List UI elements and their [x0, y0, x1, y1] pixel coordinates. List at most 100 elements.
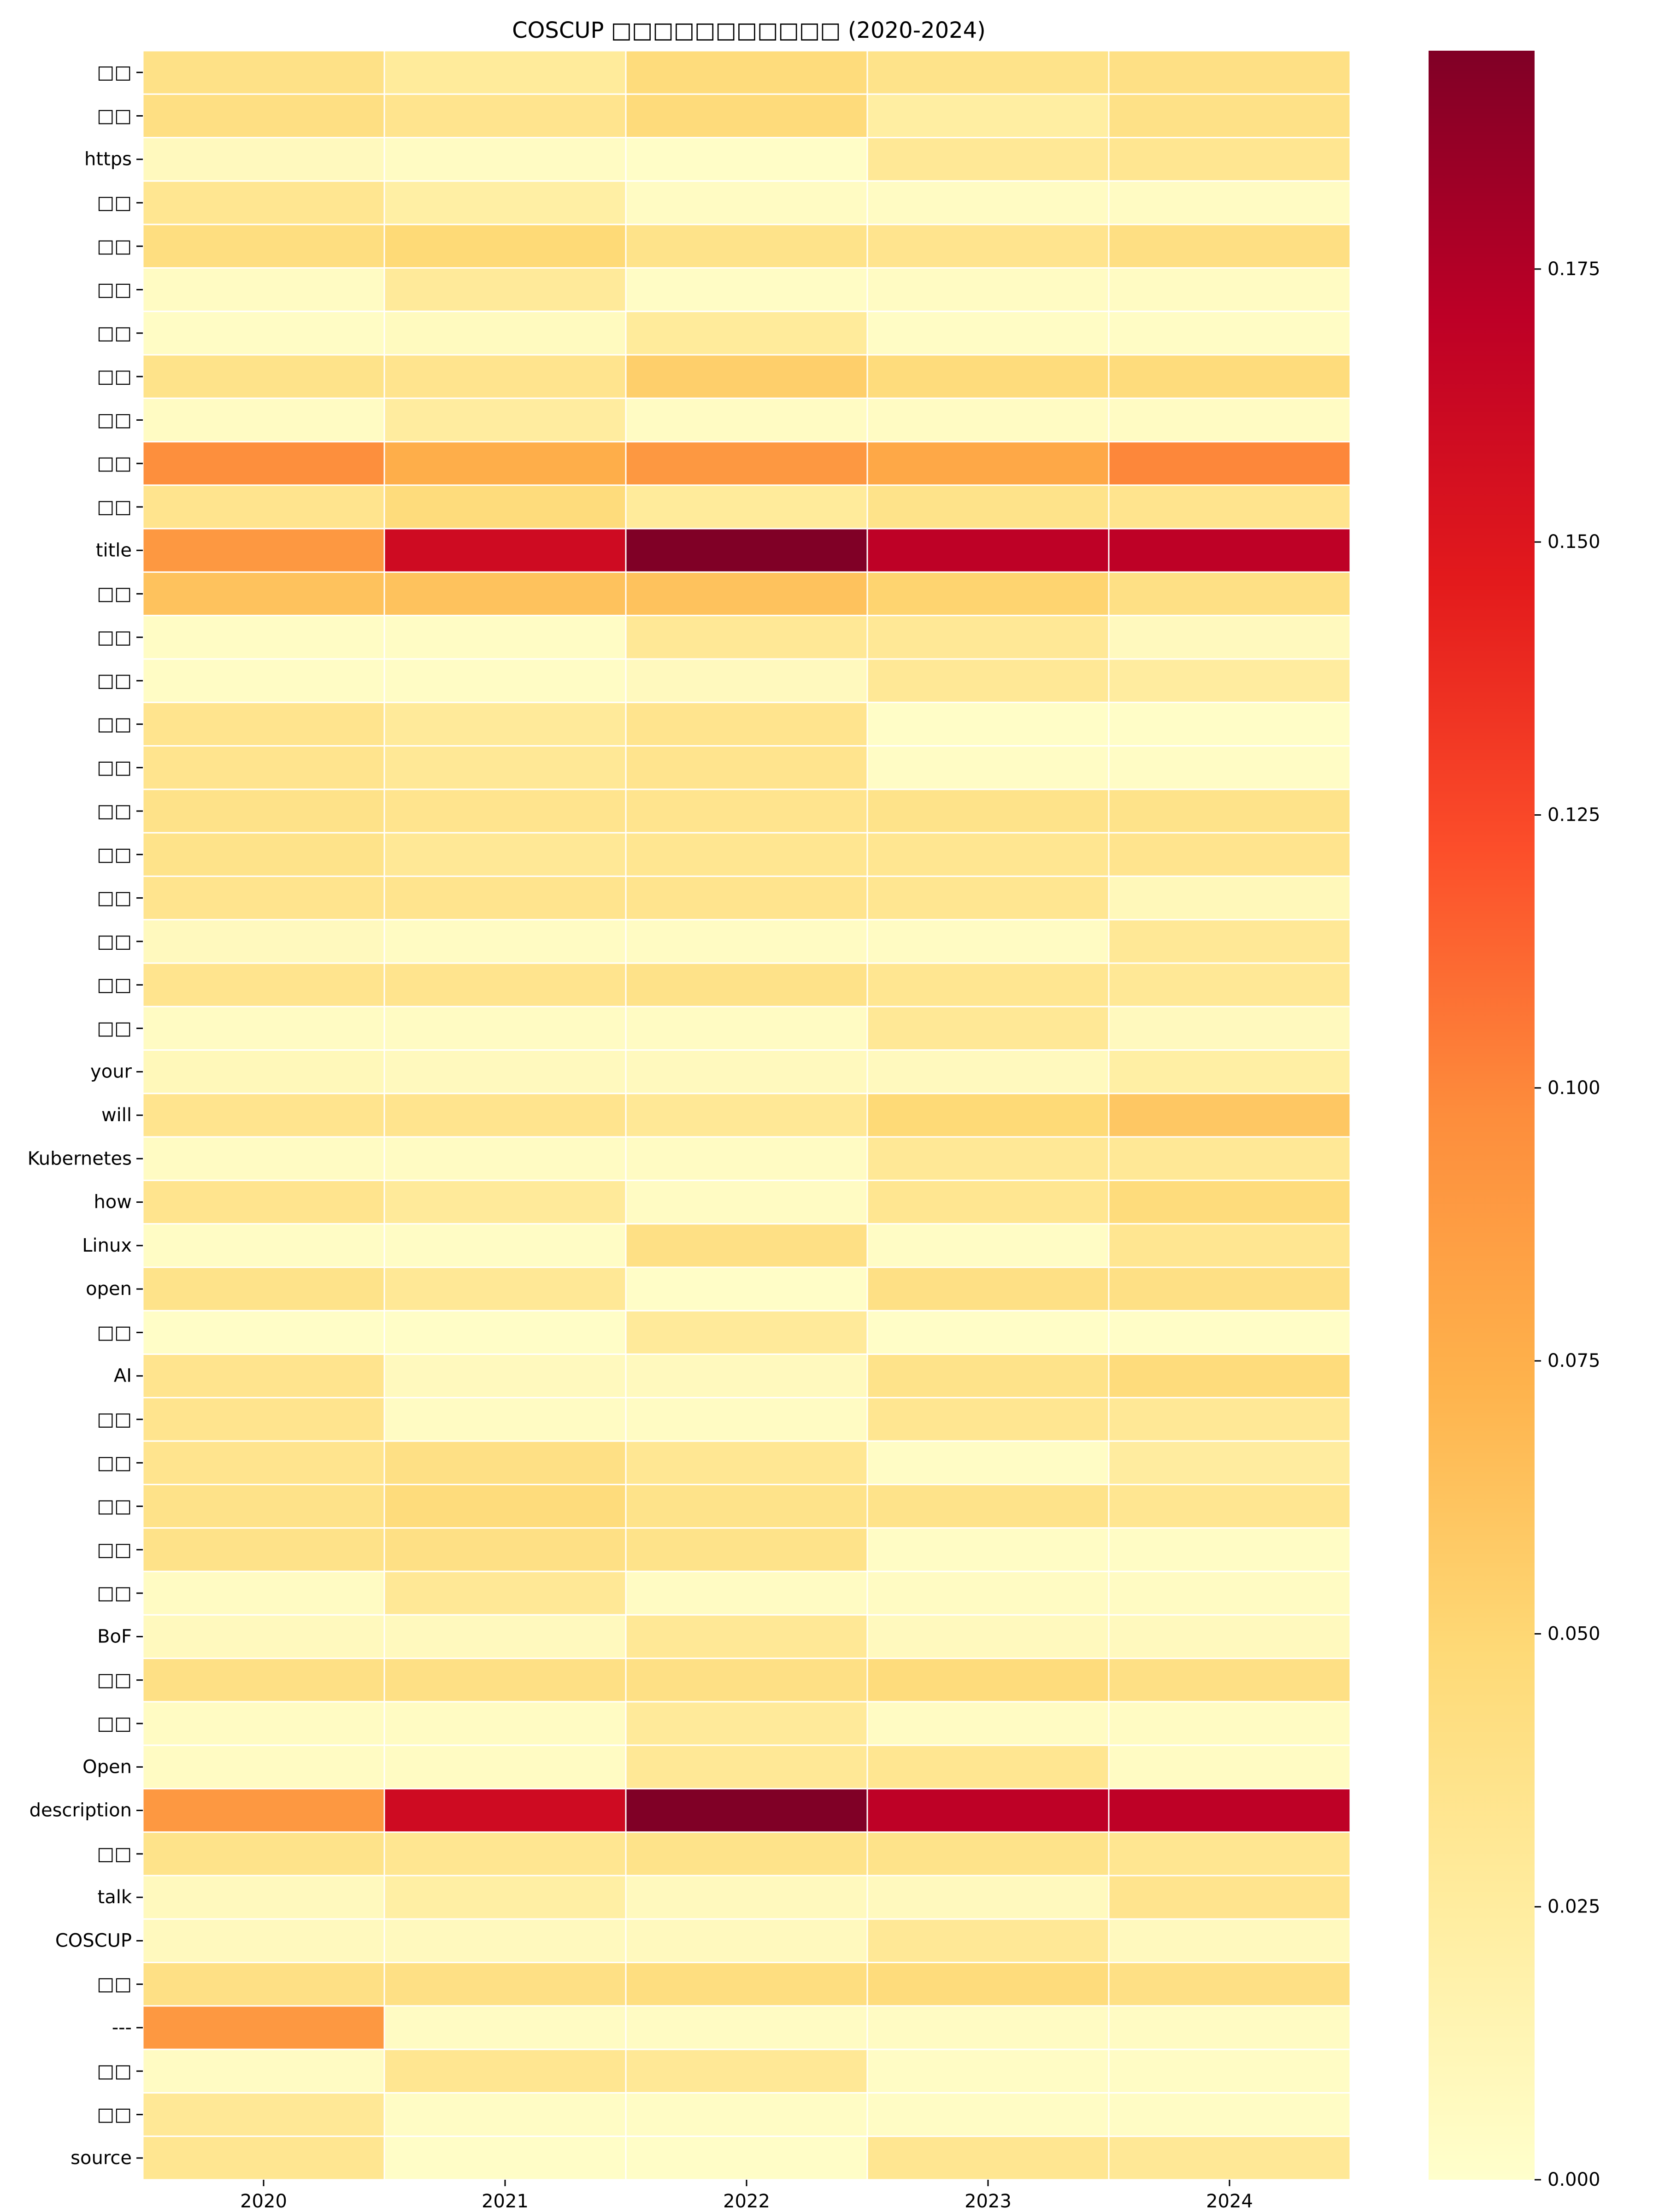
heatmap-cell: [1108, 1614, 1351, 1659]
heatmap-cell: [1108, 1831, 1351, 1877]
heatmap-cell: [866, 1483, 1110, 1529]
row-label: □□: [97, 757, 132, 778]
heatmap-cell: [383, 1614, 627, 1659]
heatmap-cell: [142, 1962, 385, 2007]
heatmap-cell: [1108, 1744, 1351, 1789]
heatmap-cell: [142, 1223, 385, 1268]
heatmap-cell: [142, 962, 385, 1007]
heatmap-cell: [625, 1614, 868, 1659]
heatmap-cell: [383, 571, 627, 617]
heatmap-cell: [383, 962, 627, 1007]
row-label: □□: [97, 888, 132, 909]
row-label: Kubernetes: [28, 1148, 132, 1169]
heatmap-cell: [625, 1353, 868, 1399]
heatmap-cell: [866, 528, 1110, 573]
heatmap-cell: [383, 1397, 627, 1442]
heatmap-cell: [1108, 354, 1351, 399]
heatmap-cell: [383, 137, 627, 182]
heatmap-cell: [1108, 2005, 1351, 2050]
heatmap-cell: [383, 1266, 627, 1312]
heatmap-cell: [625, 484, 868, 529]
heatmap-cell: [866, 1527, 1110, 1572]
heatmap-cell: [142, 180, 385, 225]
heatmap-cell: [625, 962, 868, 1007]
heatmap-cell: [625, 1658, 868, 1703]
heatmap-cell: [866, 2048, 1110, 2094]
heatmap-cell: [866, 1093, 1110, 1138]
heatmap-cell: [383, 2092, 627, 2137]
heatmap-cell: [625, 1049, 868, 1094]
heatmap-cell: [866, 1614, 1110, 1659]
heatmap-cell: [142, 1397, 385, 1442]
heatmap-cell: [1108, 180, 1351, 225]
heatmap-cell: [1108, 1223, 1351, 1268]
heatmap-cell: [383, 701, 627, 747]
heatmap-cell: [142, 484, 385, 529]
heatmap-cell: [625, 788, 868, 834]
heatmap-cell: [866, 1223, 1110, 1268]
heatmap-cell: [866, 1049, 1110, 1094]
heatmap-cell: [383, 93, 627, 139]
heatmap-cell: [1108, 1483, 1351, 1529]
heatmap-cell: [1108, 1527, 1351, 1572]
heatmap-cell: [866, 180, 1110, 225]
heatmap-cell: [866, 441, 1110, 486]
heatmap-cell: [383, 875, 627, 921]
heatmap-cell: [383, 745, 627, 790]
heatmap-cell: [142, 1788, 385, 1833]
heatmap-cell: [625, 180, 868, 225]
row-label: □□: [97, 323, 132, 344]
colorbar-tick-label: 0.000: [1547, 2169, 1600, 2190]
heatmap-cell: [625, 311, 868, 356]
heatmap-cell: [625, 1397, 868, 1442]
heatmap-cell: [866, 50, 1110, 95]
row-label: will: [101, 1105, 132, 1126]
heatmap-cell: [625, 1223, 868, 1268]
heatmap-cell: [625, 1831, 868, 1877]
row-label: □□: [97, 1974, 132, 1995]
heatmap-cell: [625, 701, 868, 747]
heatmap-cell: [142, 397, 385, 443]
heatmap-cell: [866, 1658, 1110, 1703]
row-label: Linux: [82, 1235, 132, 1256]
row-label: description: [29, 1800, 132, 1821]
heatmap-cell: [1108, 267, 1351, 312]
heatmap-cell: [383, 788, 627, 834]
heatmap-cell: [1108, 2092, 1351, 2137]
colorbar: [1429, 51, 1535, 2180]
heatmap-cell: [625, 1701, 868, 1746]
row-label: □□: [97, 192, 132, 213]
heatmap-cell: [625, 267, 868, 312]
heatmap-cell: [866, 1571, 1110, 1616]
row-label: □□: [97, 366, 132, 387]
colorbar-tick-label: 0.125: [1547, 804, 1600, 825]
heatmap-cell: [625, 1875, 868, 1920]
heatmap-cell: [866, 1831, 1110, 1877]
heatmap-cell: [625, 354, 868, 399]
heatmap-cell: [866, 1701, 1110, 1746]
heatmap-cell: [866, 832, 1110, 877]
heatmap-cell: [866, 397, 1110, 443]
heatmap-cell: [1108, 832, 1351, 877]
heatmap-cell: [142, 2048, 385, 2094]
heatmap-cell: [1108, 93, 1351, 139]
row-label: □□: [97, 583, 132, 605]
heatmap-cell: [1108, 1962, 1351, 2007]
heatmap-cell: [866, 788, 1110, 834]
heatmap-cell: [142, 1831, 385, 1877]
heatmap-cell: [625, 1744, 868, 1789]
heatmap-cell: [866, 93, 1110, 139]
heatmap-cell: [625, 1440, 868, 1485]
heatmap-cell: [383, 1049, 627, 1094]
heatmap-cell: [142, 615, 385, 660]
row-label: Open: [82, 1756, 132, 1777]
heatmap-cell: [625, 93, 868, 139]
heatmap-cell: [625, 1918, 868, 1964]
row-label: □□: [97, 409, 132, 430]
heatmap-cell: [1108, 615, 1351, 660]
row-label: □□: [97, 974, 132, 995]
heatmap-cell: [142, 745, 385, 790]
heatmap-cell: [383, 919, 627, 964]
heatmap-cell: [1108, 788, 1351, 834]
heatmap-cell: [142, 1093, 385, 1138]
